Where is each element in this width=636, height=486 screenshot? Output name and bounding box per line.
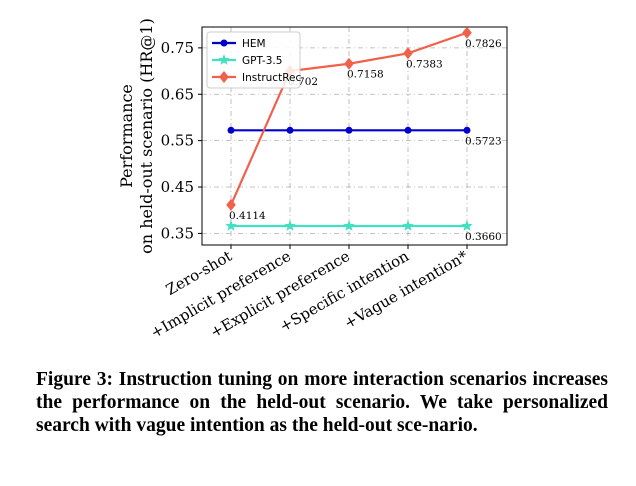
y-tick-label: 0.45	[161, 178, 194, 196]
plot-frame	[201, 26, 508, 246]
y-axis-label-line: Performance	[117, 84, 136, 188]
data-point-instructrec	[344, 57, 354, 70]
y-tick-label: 0.35	[161, 224, 194, 242]
y-tick-label: 0.55	[161, 132, 194, 150]
legend-label-gpt-3-5: GPT-3.5	[242, 55, 282, 67]
data-point-hem	[404, 126, 412, 134]
data-point-gpt-3-5	[402, 219, 414, 231]
data-point-instructrec	[462, 26, 472, 39]
data-point-instructrec	[226, 198, 236, 211]
data-point-gpt-3-5	[284, 219, 296, 231]
figure-caption: Figure 3: Instruction tuning on more int…	[36, 369, 608, 436]
data-point-hem	[463, 126, 471, 134]
data-point-gpt-3-5	[343, 219, 355, 231]
data-point-gpt-3-5	[225, 219, 237, 231]
data-point-hem	[345, 126, 353, 134]
legend: HEM GPT-3.5 InstructRec	[206, 31, 301, 89]
data-point-gpt-3-5	[461, 219, 473, 231]
data-label: 0.7826	[465, 38, 502, 50]
legend-label-hem: HEM	[242, 38, 266, 50]
y-axis-label-line: on held-out scenario (HR@1)	[137, 18, 156, 254]
legend-box	[206, 31, 301, 89]
y-tick-label: 0.65	[161, 85, 194, 103]
data-label: 0.4114	[229, 210, 266, 222]
data-label: 0.5723	[465, 135, 502, 147]
data-point-hem	[286, 126, 294, 134]
data-label: 0.7383	[406, 58, 443, 70]
data-label: 0.7158	[347, 69, 384, 81]
y-axis-label: Performance on held-out scenario (HR@1)	[117, 18, 156, 254]
legend-label-instructrec: InstructRec	[242, 72, 301, 84]
y-tick-label: 0.75	[161, 39, 194, 57]
data-label: 0.3660	[465, 231, 502, 243]
legend-marker-gpt-3-5	[218, 54, 230, 65]
legend-marker-hem	[220, 39, 228, 47]
legend-marker-instructrec	[219, 71, 229, 83]
data-point-hem	[227, 126, 235, 134]
data-point-instructrec	[403, 47, 413, 60]
